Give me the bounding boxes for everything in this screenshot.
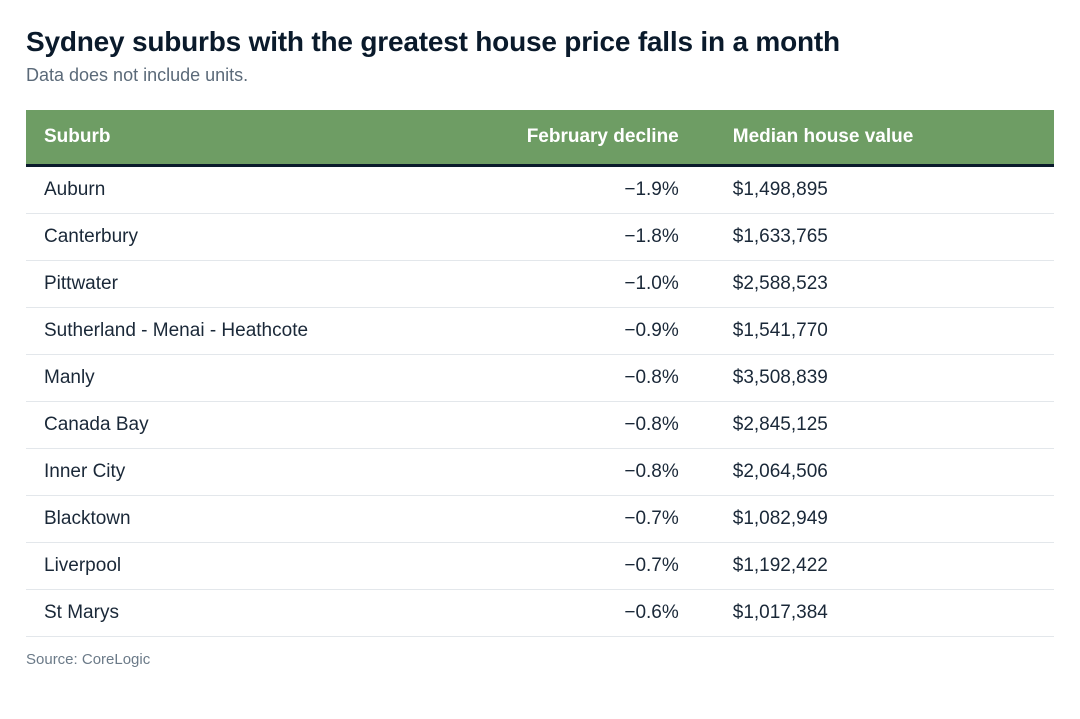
cell-suburb: St Marys	[26, 590, 489, 637]
price-falls-table: Suburb February decline Median house val…	[26, 110, 1054, 637]
cell-median: $1,633,765	[715, 214, 1054, 261]
cell-decline: −0.8%	[489, 449, 715, 496]
cell-suburb: Inner City	[26, 449, 489, 496]
cell-decline: −0.7%	[489, 496, 715, 543]
table-row: Manly−0.8%$3,508,839	[26, 355, 1054, 402]
cell-median: $1,082,949	[715, 496, 1054, 543]
table-body: Auburn−1.9%$1,498,895Canterbury−1.8%$1,6…	[26, 166, 1054, 637]
table-row: Pittwater−1.0%$2,588,523	[26, 261, 1054, 308]
header-median: Median house value	[715, 110, 1054, 166]
cell-suburb: Canterbury	[26, 214, 489, 261]
cell-median: $2,588,523	[715, 261, 1054, 308]
chart-subtitle: Data does not include units.	[26, 65, 1054, 86]
cell-median: $1,498,895	[715, 166, 1054, 214]
cell-median: $1,541,770	[715, 308, 1054, 355]
table-row: Canada Bay−0.8%$2,845,125	[26, 402, 1054, 449]
cell-suburb: Auburn	[26, 166, 489, 214]
cell-median: $2,845,125	[715, 402, 1054, 449]
table-row: Auburn−1.9%$1,498,895	[26, 166, 1054, 214]
table-row: St Marys−0.6%$1,017,384	[26, 590, 1054, 637]
table-row: Inner City−0.8%$2,064,506	[26, 449, 1054, 496]
cell-suburb: Liverpool	[26, 543, 489, 590]
cell-suburb: Canada Bay	[26, 402, 489, 449]
header-suburb: Suburb	[26, 110, 489, 166]
cell-decline: −0.7%	[489, 543, 715, 590]
source-line: Source: CoreLogic	[26, 651, 1054, 668]
table-row: Canterbury−1.8%$1,633,765	[26, 214, 1054, 261]
cell-suburb: Sutherland - Menai - Heathcote	[26, 308, 489, 355]
cell-median: $3,508,839	[715, 355, 1054, 402]
cell-decline: −1.0%	[489, 261, 715, 308]
cell-decline: −0.8%	[489, 355, 715, 402]
cell-decline: −1.8%	[489, 214, 715, 261]
cell-median: $1,017,384	[715, 590, 1054, 637]
table-header-row: Suburb February decline Median house val…	[26, 110, 1054, 166]
cell-decline: −0.8%	[489, 402, 715, 449]
chart-title: Sydney suburbs with the greatest house p…	[26, 24, 1054, 59]
table-row: Liverpool−0.7%$1,192,422	[26, 543, 1054, 590]
cell-median: $2,064,506	[715, 449, 1054, 496]
cell-decline: −0.6%	[489, 590, 715, 637]
cell-suburb: Manly	[26, 355, 489, 402]
cell-suburb: Blacktown	[26, 496, 489, 543]
header-decline: February decline	[489, 110, 715, 166]
cell-median: $1,192,422	[715, 543, 1054, 590]
figure-container: Sydney suburbs with the greatest house p…	[0, 0, 1080, 688]
table-row: Sutherland - Menai - Heathcote−0.9%$1,54…	[26, 308, 1054, 355]
cell-suburb: Pittwater	[26, 261, 489, 308]
cell-decline: −0.9%	[489, 308, 715, 355]
cell-decline: −1.9%	[489, 166, 715, 214]
table-row: Blacktown−0.7%$1,082,949	[26, 496, 1054, 543]
